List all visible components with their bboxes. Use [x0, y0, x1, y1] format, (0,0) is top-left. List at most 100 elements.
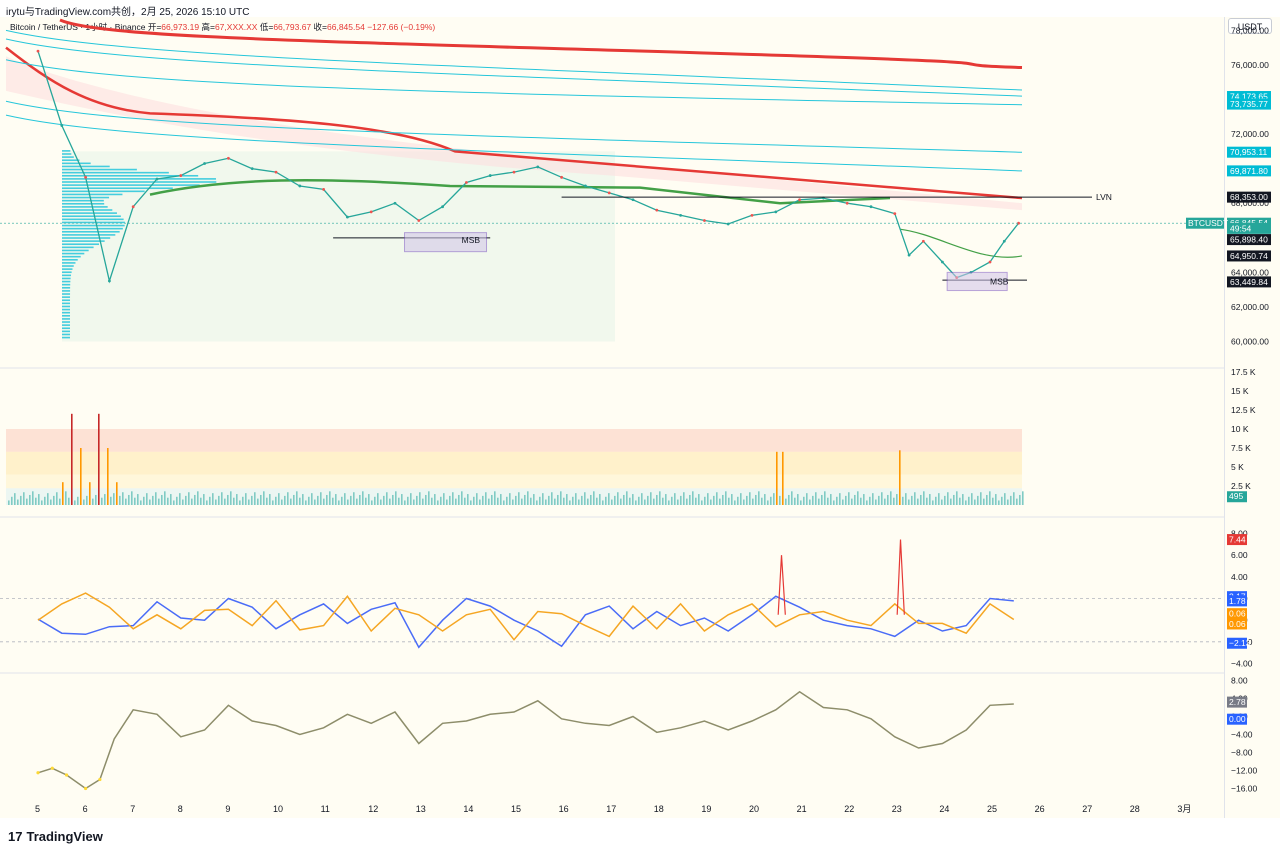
volume-bar [416, 495, 418, 505]
volume-bar [32, 491, 34, 505]
volume-bar [599, 494, 601, 505]
volume-bar [974, 499, 976, 505]
price-point [393, 201, 397, 205]
volume-profile-bar [62, 162, 91, 165]
volume-profile-bar [62, 249, 89, 252]
price-axis-label: 70,953.11 [1230, 147, 1267, 157]
momentum-series-line [37, 690, 1014, 790]
price-point [250, 167, 254, 171]
price-point [441, 205, 444, 209]
volume-bar [461, 491, 463, 505]
price-tick-label: 68,000.00 [1231, 198, 1269, 208]
volume-bar [467, 494, 469, 505]
volume-bar [890, 491, 892, 505]
volume-bar [290, 498, 292, 505]
volume-bar [221, 492, 223, 505]
volume-bar [944, 495, 946, 505]
volume-bar [887, 494, 889, 505]
x-tick-label: 21 [797, 804, 807, 814]
volume-bar [896, 494, 898, 505]
volume-bar [86, 495, 88, 505]
volume-bar [845, 495, 847, 505]
open-label: 开= [147, 22, 162, 32]
volume-bar [539, 496, 541, 505]
volume-bar [140, 500, 142, 505]
volume-bar [755, 494, 757, 505]
volume-tick-label: 12.5 K [1231, 405, 1256, 415]
volume-bar [38, 494, 40, 505]
x-tick-label: 25 [987, 804, 997, 814]
price-point [921, 239, 925, 243]
volume-bar [164, 491, 166, 505]
volume-bar [1016, 498, 1018, 505]
volume-bar [149, 499, 151, 505]
volume-bar [803, 496, 805, 505]
lvn-label: LVN [1096, 192, 1112, 202]
volume-bar [581, 495, 583, 505]
open-value: 66,973.19 [161, 22, 200, 32]
volume-bar [905, 493, 907, 505]
volume-bar [26, 498, 28, 505]
currency-button[interactable]: USDT [1228, 18, 1272, 34]
volume-bar [863, 494, 865, 505]
volume-bar [29, 494, 31, 505]
price-axis-label-bg [1227, 191, 1271, 203]
volume-bar [596, 497, 598, 505]
volume-bar [272, 500, 274, 505]
volume-bar [395, 491, 397, 505]
volume-bar [638, 496, 640, 505]
price-point [298, 184, 302, 188]
support-line [149, 179, 891, 205]
price-point [584, 184, 587, 188]
volume-bar [449, 495, 451, 505]
volume-band-low [6, 474, 1022, 489]
volume-bar [884, 498, 886, 505]
volume-bar [749, 492, 751, 505]
volume-bar [209, 496, 211, 505]
symbol-tag: BTCUSDT [1188, 218, 1228, 228]
msb-label: MSB [990, 276, 1009, 286]
volume-bar [116, 482, 118, 505]
chart-area[interactable] [0, 17, 1224, 818]
volume-bar [992, 497, 994, 505]
upper-resistance-line [59, 18, 1023, 70]
volume-bar [8, 500, 10, 505]
volume-bar [389, 498, 391, 505]
volume-bar [545, 499, 547, 505]
volume-bar [827, 497, 829, 505]
volume-bar [977, 495, 979, 505]
volume-profile-bar [62, 321, 71, 323]
volume-bar [530, 497, 532, 505]
volume-profile-bar [62, 274, 72, 277]
volume-profile-bar [62, 271, 72, 274]
tradingview-logo[interactable]: 17 TradingView [8, 829, 103, 844]
volume-bar [764, 494, 766, 505]
volume-bar [335, 494, 337, 505]
price-point [655, 208, 659, 212]
volume-profile-bar [62, 268, 73, 270]
volume-profile-bar [62, 221, 125, 224]
volume-tick-label: 2.5 K [1231, 481, 1251, 491]
volume-bar [959, 497, 961, 505]
volume-bar [626, 491, 628, 505]
price-tick-label: 72,000.00 [1231, 129, 1269, 139]
volume-bar [806, 493, 808, 505]
x-tick-label: 13 [416, 804, 426, 814]
price-point [607, 191, 611, 195]
volume-bar [491, 494, 493, 505]
symbol-legend: Bitcoin / TetherUS · 1小时 · Binance 开=66,… [10, 21, 435, 33]
volume-bar [398, 497, 400, 505]
volume-bar [326, 494, 328, 505]
volume-profile-bar [62, 283, 71, 286]
volume-bar [425, 494, 427, 505]
volume-bar [263, 491, 265, 505]
momentum-point [36, 771, 40, 775]
volume-bar [500, 494, 502, 505]
volume-bar [656, 494, 658, 505]
volume-bar [284, 495, 286, 505]
volume-bar [314, 499, 316, 505]
osc-label-bg [1227, 618, 1247, 630]
volume-bar [374, 496, 376, 505]
price-point [679, 213, 682, 217]
